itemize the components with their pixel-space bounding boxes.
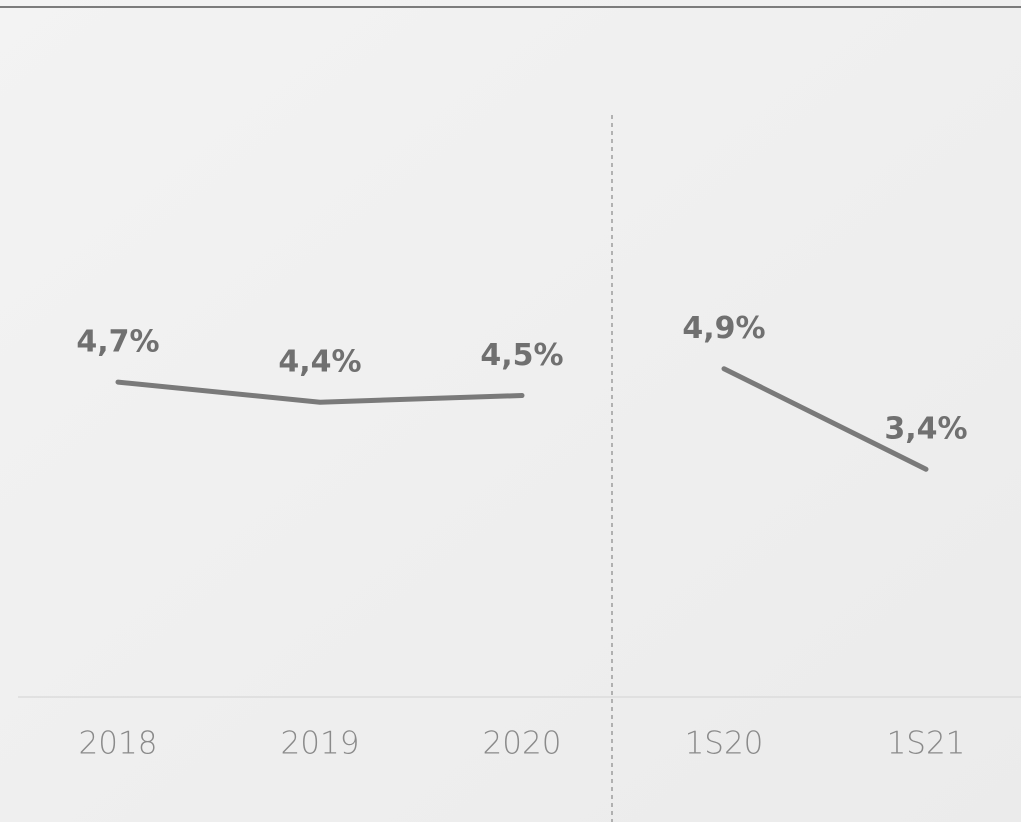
value-label: 4,5%	[480, 338, 563, 373]
value-label: 4,4%	[278, 345, 361, 380]
x-tick-label: 2020	[483, 726, 562, 762]
x-tick-label: 2019	[281, 726, 360, 762]
line	[115, 379, 525, 405]
value-label: 4,9%	[682, 311, 765, 346]
x-tick-label: 1S21	[887, 726, 966, 762]
value-label: 4,7%	[76, 325, 159, 360]
x-tick-label: 1S20	[685, 726, 764, 762]
x-tick-label: 2018	[79, 726, 158, 762]
line	[721, 366, 929, 472]
value-label: 3,4%	[884, 412, 967, 447]
